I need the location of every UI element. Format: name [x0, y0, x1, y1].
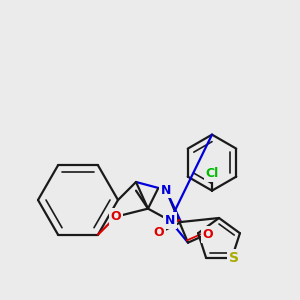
Text: O: O [203, 228, 213, 241]
Text: Cl: Cl [206, 167, 219, 180]
Text: O: O [111, 210, 121, 223]
Text: N: N [161, 184, 171, 196]
Text: N: N [165, 214, 175, 227]
Text: S: S [229, 251, 239, 265]
Text: O: O [154, 226, 164, 239]
